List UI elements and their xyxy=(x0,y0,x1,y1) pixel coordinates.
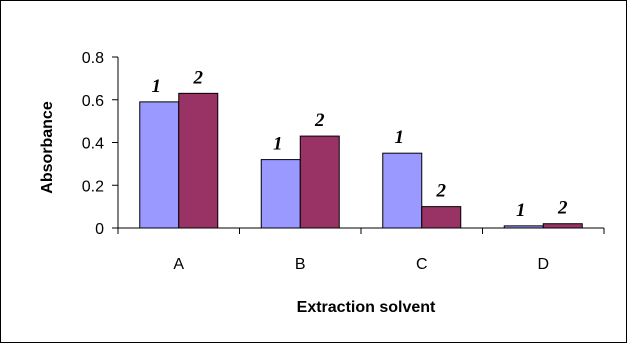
x-axis-title: Extraction solvent xyxy=(297,299,436,316)
y-tick-label: 0.8 xyxy=(82,50,104,67)
bar-label-series-2: 2 xyxy=(314,110,325,131)
bar-label-series-1: 1 xyxy=(516,200,526,221)
bar-series-2 xyxy=(542,223,583,229)
bar-series-2 xyxy=(421,206,462,229)
bar-labels: 1 2 1 2 1 2 1 2 xyxy=(152,67,569,221)
x-axis: A B C D xyxy=(117,227,605,273)
bar-label-series-2: 2 xyxy=(557,198,568,219)
bar-series-1 xyxy=(382,152,423,229)
y-tick-label: 0.4 xyxy=(82,136,104,153)
x-tick-label: D xyxy=(537,256,549,273)
bar-label-series-1: 1 xyxy=(395,127,405,148)
y-axis-title: Absorbance xyxy=(39,101,56,194)
bar-series-1 xyxy=(139,101,180,229)
bar-series-1 xyxy=(260,159,301,229)
bar-label-series-2: 2 xyxy=(436,181,447,202)
x-tick-label: B xyxy=(295,256,306,273)
bar-series-2 xyxy=(178,92,219,229)
bar-series-1 xyxy=(503,225,544,229)
y-tick-label: 0.6 xyxy=(82,93,104,110)
bar-label-series-1: 1 xyxy=(273,134,283,155)
bar-series-2 xyxy=(299,135,340,229)
x-tick-label: C xyxy=(416,256,428,273)
y-tick-label: 0 xyxy=(95,221,104,238)
bar-label-series-2: 2 xyxy=(193,67,204,88)
y-tick-label: 0.2 xyxy=(82,178,104,195)
y-axis: 0 0.2 0.4 0.6 0.8 xyxy=(82,50,119,238)
bars xyxy=(139,92,583,229)
x-tick-label: A xyxy=(173,256,184,273)
bar-label-series-1: 1 xyxy=(152,76,162,97)
